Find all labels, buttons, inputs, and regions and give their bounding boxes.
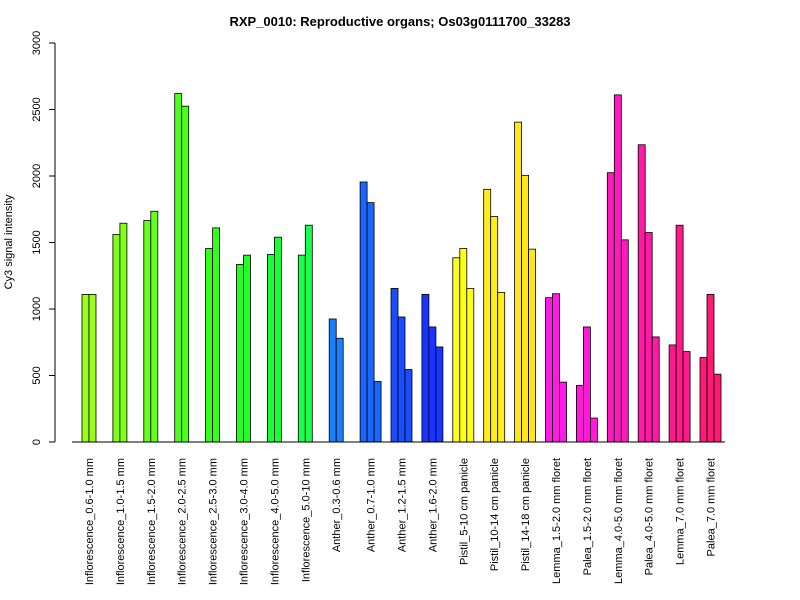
y-axis: 0 500 1000 1500 2000 2500 3000 [31,31,56,445]
bar [435,346,444,443]
bar [576,385,584,443]
y-tick-label: 0 [31,439,43,445]
bar [404,369,413,443]
category-label: Pistil_5-10 cm panicle [458,458,470,565]
bar [459,248,468,443]
category-label: Palea_7.0 mm floret [706,458,718,556]
category-label: Lemma_1.5-2.0 mm floret [551,458,563,584]
bar [205,248,214,443]
category-label: Lemma_7.0 mm floret [675,458,687,565]
bar [590,417,598,443]
category-label: Pistil_14-18 cm panicle [520,458,532,571]
bar [552,293,560,443]
y-tick-label: 2500 [31,97,43,121]
category-label: Inflorescence_2.0-2.5 mm [177,458,189,585]
category-label: Inflorescence_0.6-1.0 mm [84,458,96,585]
category-label: Inflorescence_5.0-10 mm [300,458,312,582]
bar [304,224,313,443]
y-tick-label: 2000 [31,164,43,188]
bar [583,326,591,443]
y-tick-label: 3000 [31,31,43,55]
bar [397,316,406,443]
bar [644,232,653,443]
category-label: Lemma_4.0-5.0 mm floret [613,458,625,584]
bar [521,174,529,443]
y-tick-label: 1500 [31,230,43,254]
bar [651,336,660,443]
bar [373,381,382,443]
category-label: Palea_4.0-5.0 mm floret [644,458,656,575]
bar [81,293,90,443]
bar [88,293,97,443]
bar [174,93,183,443]
category-label: Anther_0.3-0.6 mm [331,458,343,552]
bar [335,337,344,443]
bar [699,357,708,443]
category-label: Inflorescence_1.5-2.0 mm [146,458,158,585]
bar [421,293,430,443]
bar [273,236,282,443]
bar [528,248,536,443]
category-label: Anther_1.2-1.5 mm [397,458,409,552]
bar [212,227,221,443]
y-tick-label: 500 [31,366,43,384]
bar [706,293,715,443]
bar [675,224,684,443]
bar [613,94,622,443]
bar [606,172,615,443]
bar [150,210,159,443]
bar [466,287,475,443]
category-label: Inflorescence_2.5-3.0 mm [208,458,220,585]
bar [713,373,722,443]
bar [483,188,492,443]
bar [514,121,522,443]
category-label: Inflorescence_3.0-4.0 mm [239,458,251,585]
bar [497,291,506,443]
bar [620,239,629,443]
bar [366,202,375,443]
bar [328,318,337,443]
bar [668,344,677,443]
bar [143,220,152,443]
bar [545,297,553,443]
bars [81,93,722,443]
x-axis-labels: Inflorescence_0.6-1.0 mm Inflorescence_1.… [84,458,718,585]
bar [682,351,691,443]
bar [112,234,121,443]
category-label: Inflorescence_1.0-1.5 mm [115,458,127,585]
bar [236,264,244,443]
bar [181,105,190,443]
bar [559,381,567,443]
category-label: Pistil_10-14 cm panicle [489,458,501,571]
chart-title: RXP_0010: Reproductive organs; Os03g0111… [229,14,570,29]
bar [452,257,461,443]
y-tick-label: 1000 [31,297,43,321]
bar [119,222,128,443]
category-label: Palea_1.5-2.0 mm floret [582,458,594,575]
bar [490,216,499,443]
bar [359,181,368,443]
category-label: Anther_1.6-2.0 mm [427,458,439,552]
bar [266,254,275,443]
bar [243,254,251,443]
bar [297,254,306,443]
bar [390,287,399,443]
bar [637,144,646,443]
category-label: Anther_0.7-1.0 mm [366,458,378,552]
bar [428,326,437,443]
y-axis-label: Cy3 signal intensity [3,194,15,289]
category-label: Inflorescence_4.0-5.0 mm [269,458,281,585]
